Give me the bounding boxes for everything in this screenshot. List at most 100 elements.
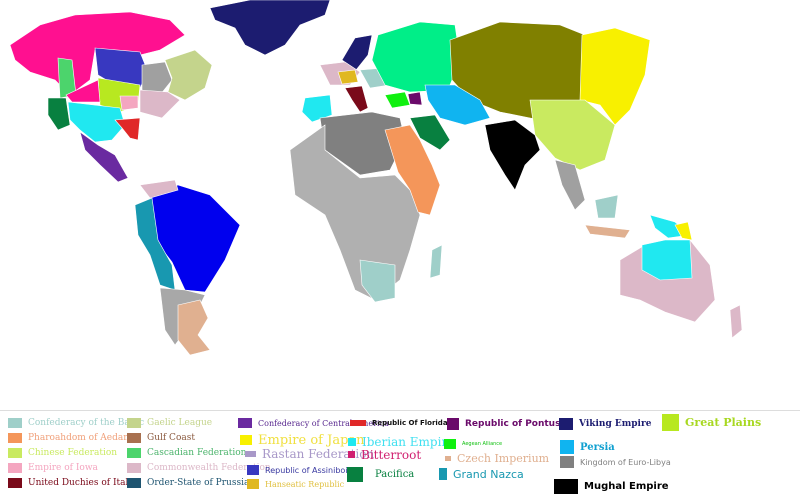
region-viking-greenland xyxy=(209,0,331,56)
region-italy xyxy=(344,85,369,113)
legend-item: Confederacy of the Baltic xyxy=(8,416,144,430)
legend-swatch xyxy=(8,433,22,443)
legend-swatch xyxy=(245,451,256,457)
legend-swatch xyxy=(240,435,252,445)
legend-label: Czech Imperium xyxy=(457,452,550,465)
legend-swatch xyxy=(8,448,22,458)
legend-swatch xyxy=(347,467,363,482)
legend-label: Persia xyxy=(580,441,615,453)
region-nz xyxy=(729,304,743,339)
legend-label: Grand Nazca xyxy=(453,467,524,481)
legend-swatch xyxy=(560,440,574,454)
region-russia-green xyxy=(371,21,461,93)
legend-label: Empire of Iowa xyxy=(28,463,98,473)
legend-item: Kingdom of Euro-Libya xyxy=(560,454,671,470)
legend-label: Commonwealth Federation xyxy=(147,463,271,473)
legend-label: Rastan Federation xyxy=(262,447,375,461)
region-gaelic xyxy=(164,49,213,101)
region-arabia xyxy=(409,114,451,151)
region-persia xyxy=(424,84,491,126)
legend-item: Grand Nazca xyxy=(439,466,524,482)
legend-swatch xyxy=(439,468,447,480)
legend-item: Cascadian Federation xyxy=(127,446,246,460)
legend-swatch xyxy=(348,451,355,458)
legend-label: Gaelic League xyxy=(147,418,213,428)
region-japan-png xyxy=(674,221,693,241)
legend-swatch xyxy=(8,418,22,428)
legend-item: Gaelic League xyxy=(127,416,212,430)
legend-item: Commonwealth Federation xyxy=(127,461,271,475)
legend-item: Pacifica xyxy=(347,465,414,484)
legend-item: Hanseatic Republic xyxy=(247,477,344,491)
region-mughal xyxy=(484,119,541,191)
region-chinese-fed xyxy=(529,99,616,171)
legend-swatch xyxy=(127,478,141,488)
legend-swatch xyxy=(8,478,22,488)
region-iberian-na xyxy=(67,101,126,143)
legend-swatch xyxy=(247,479,259,489)
legend-label: Kingdom of Euro-Libya xyxy=(580,457,671,467)
world-map xyxy=(9,0,743,356)
legend-label: Confederacy of Central America xyxy=(258,418,389,428)
region-czech-sa xyxy=(177,299,211,356)
legend-swatch xyxy=(127,418,141,428)
legend-item: Confederacy of Central America xyxy=(238,416,389,430)
region-se-asia xyxy=(554,159,586,211)
region-gulf-sa xyxy=(139,179,179,199)
legend-label: Bitterroot xyxy=(361,447,422,462)
legend-label: Republic of Assiniboia xyxy=(265,465,353,475)
legend-label: Aegean Alliance xyxy=(462,441,503,447)
legend-label: Cascadian Federation xyxy=(147,448,247,458)
legend-swatch xyxy=(127,448,141,458)
legend-label: Order-State of Prussia xyxy=(147,478,250,488)
legend-item: Republic of Assiniboia xyxy=(247,463,352,477)
legend-label: Republic of Pontus xyxy=(465,419,561,429)
region-pontus xyxy=(407,91,423,106)
legend-item: Iberian Empire xyxy=(348,435,454,449)
legend-item: United Duchies of Italy xyxy=(8,476,133,490)
legend-label: Hanseatic Republic xyxy=(265,479,345,489)
legend-divider xyxy=(0,410,800,411)
legend-label: Viking Empire xyxy=(579,419,652,429)
legend-swatch xyxy=(444,439,456,449)
legend-swatch xyxy=(247,465,259,475)
region-africa-gray xyxy=(289,124,421,301)
legend-item: Empire of Japan xyxy=(240,432,365,448)
region-hanseatic xyxy=(337,69,359,85)
legend-label: United Duchies of Italy xyxy=(28,478,134,488)
region-aegean xyxy=(384,91,411,109)
legend-item: Aegean Alliance xyxy=(444,437,502,451)
legend-label: Chinese Federation xyxy=(28,448,118,458)
legend-item: Gulf Coast xyxy=(127,431,195,445)
legend-item: Mughal Empire xyxy=(554,477,669,496)
region-bitterroot-na xyxy=(65,79,101,103)
legend-item: Great Plains xyxy=(662,412,761,433)
legend-swatch xyxy=(559,418,573,430)
legend-swatch xyxy=(238,418,252,428)
region-pacifica xyxy=(47,97,71,131)
region-commonwealth-ne xyxy=(139,89,181,119)
legend-label: Mughal Empire xyxy=(584,481,669,492)
legend-item: Pharoahdom of Aedan xyxy=(8,431,129,445)
region-central-america xyxy=(79,131,129,183)
legend-label: Pacifica xyxy=(375,469,415,480)
region-gray-canada xyxy=(141,61,173,96)
legend-label: Empire of Japan xyxy=(258,432,365,448)
region-australia-cyan xyxy=(641,239,693,281)
legend-label: Confederacy of the Baltic xyxy=(28,418,145,428)
region-florida xyxy=(114,117,141,141)
legend-item: Czech Imperium xyxy=(445,452,550,465)
region-baltic-sa xyxy=(359,259,396,303)
region-aedan xyxy=(384,124,441,216)
legend-swatch xyxy=(127,463,141,473)
region-iowa xyxy=(119,95,139,111)
legend-swatch xyxy=(554,479,578,494)
legend-swatch xyxy=(447,418,459,430)
legend-item: Bitterroot xyxy=(348,447,422,462)
legend-item: Rastan Federation xyxy=(245,447,375,461)
legend-swatch xyxy=(348,438,356,446)
legend-item: Republic Of Florida xyxy=(350,418,448,428)
legend-item: Viking Empire xyxy=(559,416,651,432)
legend-label: Pharoahdom of Aedan xyxy=(28,433,130,443)
legend-item: Republic of Pontus xyxy=(447,416,560,432)
